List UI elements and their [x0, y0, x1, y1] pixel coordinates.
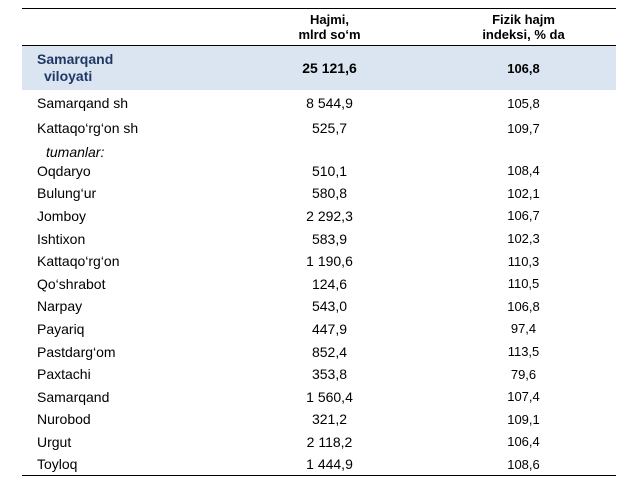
- table-row-district: Payariq 447,9 97,4: [22, 318, 616, 341]
- table-row-city: Kattaqo‘rg‘on sh 525,7 109,7: [22, 116, 616, 141]
- statistics-table-container: Hajmi, mlrd so‘m Fizik hajm indeksi, % d…: [22, 8, 616, 477]
- row-name: Narpay: [37, 298, 83, 315]
- row-volume: 8 544,9: [306, 95, 353, 112]
- row-index: 107,4: [507, 389, 540, 405]
- row-index: 108,6: [431, 453, 616, 477]
- row-name: Ishtixon: [37, 230, 86, 247]
- table-row-district: Samarqand 1 560,4 107,4: [22, 385, 616, 408]
- row-volume: 1 190,6: [306, 253, 353, 270]
- statistics-table: Hajmi, mlrd so‘m Fizik hajm indeksi, % d…: [22, 8, 616, 477]
- row-index: 79,6: [510, 366, 537, 382]
- table-header: Hajmi, mlrd so‘m Fizik hajm indeksi, % d…: [22, 8, 616, 46]
- row-volume: 2 292,3: [306, 207, 353, 224]
- row-volume: 2 118,2: [306, 433, 353, 450]
- row-name: Nurobod: [37, 411, 91, 428]
- header-index: Fizik hajm indeksi, % da: [431, 8, 616, 46]
- table-row-district: Pastdarg‘om 852,4 113,5: [22, 340, 616, 363]
- region-name-line1: Samarqand: [37, 51, 114, 67]
- table-body: Samarqand viloyati 25 121,6 106,8 Samarq…: [22, 45, 616, 477]
- row-volume: 447,9: [311, 320, 348, 337]
- row-index: 105,8: [507, 95, 540, 111]
- table-row-total: Samarqand viloyati 25 121,6 106,8: [22, 45, 616, 91]
- row-name: Samarqand sh: [37, 95, 129, 112]
- row-index: 102,3: [507, 231, 540, 247]
- header-index-line1: Fizik hajm: [492, 12, 555, 27]
- row-name: Kattaqo‘rg‘on: [37, 253, 120, 270]
- table-row-district: Toyloq 1 444,9 108,6: [22, 453, 616, 477]
- row-index: 106,8: [507, 298, 540, 314]
- total-index: 106,8: [431, 45, 616, 91]
- table-row-district: Oqdaryo 510,1 108,4: [22, 160, 616, 183]
- row-volume: 321,2: [311, 411, 348, 428]
- header-volume-line1: Hajmi,: [309, 12, 349, 27]
- row-index: 97,4: [510, 321, 537, 337]
- row-index: 102,1: [507, 185, 540, 201]
- row-volume: 124,6: [311, 275, 348, 292]
- row-volume: 1 444,9: [228, 453, 431, 477]
- row-volume: 353,8: [311, 366, 348, 383]
- table-row-district: Kattaqo‘rg‘on 1 190,6 110,3: [22, 250, 616, 273]
- row-index: 110,3: [507, 253, 540, 269]
- row-index: 109,1: [507, 411, 540, 427]
- table-row-district: Bulung‘ur 580,8 102,1: [22, 182, 616, 205]
- districts-label: tumanlar:: [46, 143, 105, 160]
- total-volume: 25 121,6: [228, 45, 431, 91]
- row-name: Urgut: [37, 433, 72, 450]
- table-row-district: Urgut 2 118,2 106,4: [22, 431, 616, 454]
- row-name: Paxtachi: [37, 366, 91, 383]
- row-volume: 852,4: [311, 343, 348, 360]
- table-row-district: Ishtixon 583,9 102,3: [22, 227, 616, 250]
- row-name: Payariq: [37, 320, 85, 337]
- table-row-city: Samarqand sh 8 544,9 105,8: [22, 91, 616, 116]
- row-name: Pastdarg‘om: [37, 343, 116, 360]
- header-region: [22, 8, 228, 46]
- row-index: 106,4: [507, 434, 540, 450]
- row-volume: 583,9: [311, 230, 348, 247]
- total-name-cell: Samarqand viloyati: [22, 45, 228, 91]
- region-name-line2: viloyati: [44, 68, 93, 84]
- row-volume: 510,1: [311, 162, 348, 179]
- row-index: 109,7: [507, 120, 540, 136]
- row-name: Oqdaryo: [37, 162, 91, 179]
- row-index: 110,5: [507, 276, 540, 292]
- row-name: Qo‘shrabot: [37, 275, 106, 292]
- header-index-line2: indeksi, % da: [482, 27, 565, 42]
- table-row-districts-label: tumanlar:: [22, 141, 616, 160]
- row-volume: 580,8: [311, 185, 348, 202]
- table-row-district: Jomboy 2 292,3 106,7: [22, 205, 616, 228]
- table-row-district: Paxtachi 353,8 79,6: [22, 363, 616, 386]
- row-index: 106,7: [507, 208, 540, 224]
- row-name: Bulung‘ur: [37, 185, 97, 202]
- table-row-district: Nurobod 321,2 109,1: [22, 408, 616, 431]
- header-volume: Hajmi, mlrd so‘m: [228, 8, 431, 46]
- row-name: Toyloq: [22, 453, 228, 477]
- row-volume: 525,7: [311, 120, 348, 136]
- header-volume-line2: mlrd so‘m: [298, 27, 361, 42]
- row-name: Kattaqo‘rg‘on sh: [37, 120, 139, 136]
- table-row-district: Qo‘shrabot 124,6 110,5: [22, 272, 616, 295]
- region-name: Samarqand viloyati: [37, 51, 228, 85]
- row-index: 113,5: [507, 344, 540, 360]
- row-volume: 543,0: [311, 298, 348, 315]
- row-name: Samarqand: [37, 388, 110, 405]
- row-index: 108,4: [507, 163, 540, 179]
- row-name: Jomboy: [37, 207, 87, 224]
- table-row-district: Narpay 543,0 106,8: [22, 295, 616, 318]
- row-volume: 1 560,4: [306, 388, 353, 405]
